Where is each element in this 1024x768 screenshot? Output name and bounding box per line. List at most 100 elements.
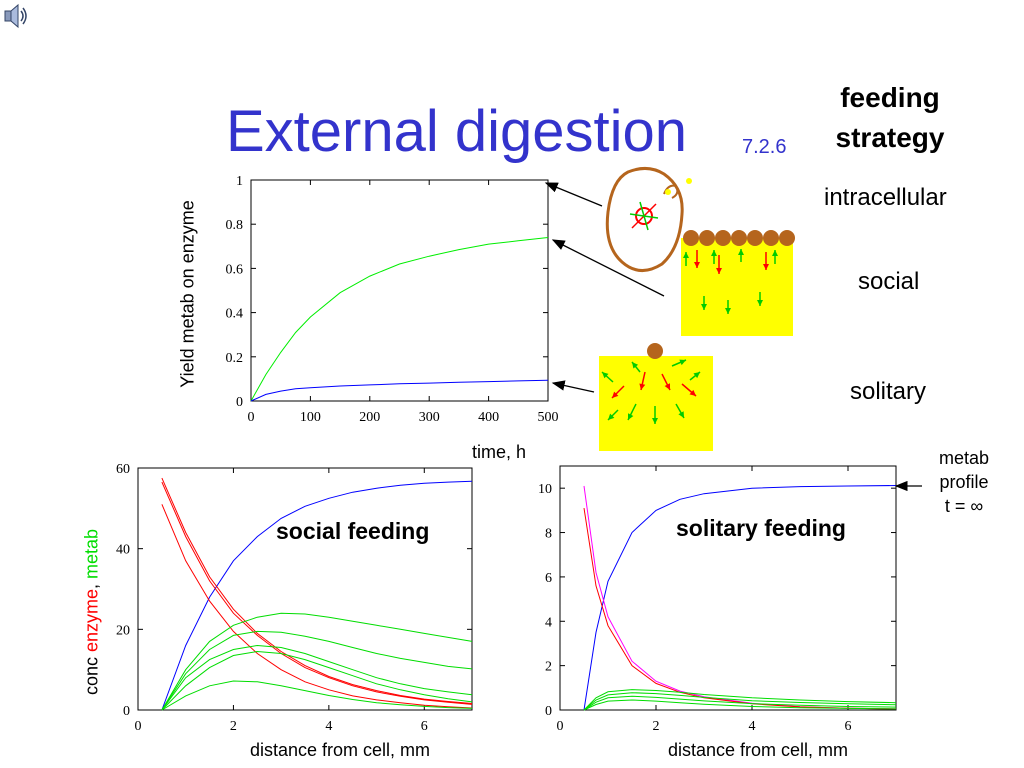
solitary-cell-illustration xyxy=(599,343,713,451)
social-series-line-1 xyxy=(161,480,473,711)
solitary-y-tick-label: 0 xyxy=(545,704,552,719)
solitary-x-tick-label: 2 xyxy=(653,719,660,734)
social-y-tick-label: 0 xyxy=(123,704,130,719)
metab-profile-line: profile xyxy=(939,472,989,492)
colony-cell xyxy=(747,230,763,246)
social-series-line-9 xyxy=(161,680,473,711)
diffusion-arrowhead xyxy=(689,389,696,396)
solitary-y-tick-label: 4 xyxy=(545,615,552,630)
yield-x-axis-label: time, h xyxy=(472,442,527,462)
solitary-series-line-2 xyxy=(583,485,897,710)
social-plot-frame xyxy=(137,467,473,711)
social-series-line-2 xyxy=(161,477,473,704)
diffusion-arrowhead xyxy=(639,383,646,390)
social-x-axis-label: distance from cell, mm xyxy=(250,740,431,760)
social-series-line-6 xyxy=(161,630,473,711)
speaker-icon[interactable] xyxy=(2,2,30,30)
solitary-x-tick-label: 4 xyxy=(749,719,756,734)
social-y-tick-label: 60 xyxy=(116,462,130,477)
social-series-line-7 xyxy=(161,644,473,711)
yield-x-tick-label: 300 xyxy=(419,410,440,425)
social-x-tick-label: 2 xyxy=(230,719,237,734)
yield-y-tick-label: 0 xyxy=(236,395,243,410)
solitary-x-tick-label: 0 xyxy=(557,719,564,734)
yield-chart: 0 100 200 300 400 500 0 0.2 0.4 0.6 0.8 1 xyxy=(226,174,559,425)
solitary-y-tick-label: 6 xyxy=(545,571,552,586)
social-x-tick-label: 0 xyxy=(135,719,142,734)
solitary-series-line-7 xyxy=(583,699,897,711)
diffusion-arrowhead xyxy=(725,308,731,314)
diffusion-arrowhead xyxy=(693,372,700,379)
diffusion-arrowhead xyxy=(652,418,658,424)
social-colony-illustration xyxy=(681,230,795,336)
social-x-tick-label: 4 xyxy=(325,719,332,734)
diffusion-arrowhead xyxy=(716,268,722,274)
yield-x-tick-label: 100 xyxy=(300,410,321,425)
page-title: External digestion xyxy=(226,99,688,164)
colony-cell xyxy=(763,230,779,246)
diffusion-arrowhead xyxy=(772,250,778,256)
social-y-tick-label: 40 xyxy=(116,543,130,558)
yield-series-line-1 xyxy=(250,237,549,402)
yield-x-tick-label: 400 xyxy=(478,410,499,425)
solitary-series-line-6 xyxy=(583,695,897,711)
diffusion-arrowhead xyxy=(763,264,769,270)
strategy-label-solitary: solitary xyxy=(850,378,927,405)
yield-y-tick-label: 0.8 xyxy=(226,218,244,233)
yield-x-tick-label: 200 xyxy=(359,410,380,425)
social-y-tick-label: 20 xyxy=(116,623,130,638)
feeding-strategy-heading: feeding strategy xyxy=(835,82,945,153)
strategy-label-intracellular: intracellular xyxy=(824,184,947,211)
diffusion-arrowhead xyxy=(711,250,717,256)
strategy-label-social: social xyxy=(858,268,920,295)
diffusion-arrowhead xyxy=(757,300,763,306)
yield-y-tick-label: 0.2 xyxy=(226,351,244,366)
diffusion-arrowhead xyxy=(694,262,700,268)
social-series-line-8 xyxy=(161,650,473,711)
metab-profile-line: metab xyxy=(938,448,990,468)
social-series-line-3 xyxy=(161,481,473,705)
diffusion-arrowhead xyxy=(632,362,639,369)
solitary-y-tick-label: 8 xyxy=(545,527,552,542)
solitary-series-line-4 xyxy=(583,689,897,711)
solitary-feeding-chart: 0 2 4 6 0 2 4 6 8 10 xyxy=(538,465,897,734)
yield-y-tick-label: 0.6 xyxy=(226,262,244,277)
yield-y-tick-label: 1 xyxy=(236,174,243,189)
intracellular-cell-illustration xyxy=(605,167,692,272)
yield-series-line-2 xyxy=(250,379,549,402)
colony-cell xyxy=(683,230,699,246)
yield-y-tick-label: 0.4 xyxy=(226,307,244,322)
pointer-intracellular-arrow xyxy=(544,182,603,207)
social-x-tick-label: 6 xyxy=(421,719,428,734)
solitary-x-tick-label: 6 xyxy=(845,719,852,734)
section-number: 7.2.6 xyxy=(742,136,787,158)
yield-plot-frame xyxy=(250,179,549,402)
social-feeding-title: social feeding xyxy=(276,518,430,544)
solitary-y-tick-label: 10 xyxy=(538,482,552,497)
diffusion-arrowhead xyxy=(664,383,670,390)
metab-profile-note: metab profile t = ∞ xyxy=(922,446,1006,518)
diffusion-arrowhead xyxy=(608,413,615,420)
diffusion-arrowhead xyxy=(738,249,744,255)
solitary-series-line-5 xyxy=(583,692,897,711)
diffusion-arrowhead xyxy=(701,304,707,310)
colony-cell xyxy=(699,230,715,246)
pointer-social-arrow xyxy=(551,239,665,297)
diffusion-arrowhead xyxy=(683,252,689,258)
solitary-series-line-3 xyxy=(583,508,897,710)
colony-cell xyxy=(731,230,747,246)
social-series-line-5 xyxy=(161,612,473,711)
yield-x-tick-label: 0 xyxy=(248,410,255,425)
pointer-solitary-arrow xyxy=(551,380,595,393)
solitary-x-axis-label: distance from cell, mm xyxy=(668,740,849,760)
solitary-plot-frame xyxy=(559,465,897,711)
diffusion-arrowhead xyxy=(678,411,684,418)
social-series-line-4 xyxy=(161,504,473,709)
yield-x-tick-label: 500 xyxy=(538,410,559,425)
metab-profile-line: t = ∞ xyxy=(944,496,984,516)
colony-cell xyxy=(779,230,795,246)
colony-cell xyxy=(715,230,731,246)
diffusion-arrowhead xyxy=(612,391,619,398)
solitary-series-line-1 xyxy=(583,485,897,711)
